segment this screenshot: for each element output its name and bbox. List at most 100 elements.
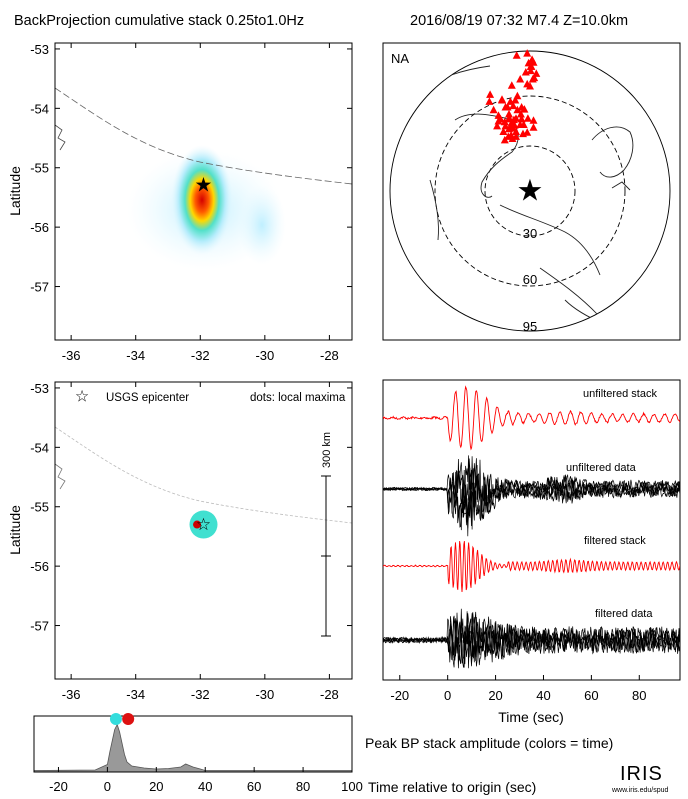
- logo-text: IRIS: [620, 763, 663, 785]
- x-tick-label: -32: [191, 687, 210, 702]
- plot-frame: [382, 42, 681, 341]
- time-marker-dot: [109, 713, 122, 725]
- y-axis-label: Latitude: [7, 505, 23, 555]
- station-triangle: [489, 105, 498, 114]
- station-triangle: [519, 120, 528, 128]
- station-triangle: [494, 111, 503, 119]
- station-markers: [485, 49, 541, 144]
- plot-frame: [54, 381, 353, 680]
- backprojection-map: -36 -34 -32 -30 -28-53-54-55-56-57 Latitude …: [7, 42, 353, 363]
- time-markers: [109, 713, 135, 725]
- station-triangle: [526, 62, 535, 70]
- x-tick-label: 80: [296, 779, 310, 794]
- station-triangle: [508, 134, 517, 142]
- plot-frame: [382, 379, 681, 681]
- local-maxima-map: -36 -34 -32 -30 -28-53-54-55-56-57 Latitude …: [7, 381, 353, 702]
- y-tick-label: -53: [30, 381, 49, 396]
- epicenter-star: ★: [195, 175, 213, 197]
- x-tick-label: 100: [341, 779, 363, 794]
- x-tick-label: 60: [247, 779, 261, 794]
- station-triangle: [486, 90, 495, 98]
- station-triangle: [507, 81, 516, 89]
- stack-trace: [383, 385, 680, 451]
- x-tick-label: -20: [390, 688, 409, 703]
- station-triangle: [505, 114, 514, 123]
- x-tick-label: 40: [536, 688, 550, 703]
- time-marker-dot: [122, 713, 135, 725]
- ring-60: [434, 95, 626, 287]
- x-tick-label: -36: [62, 348, 81, 363]
- traces: [383, 385, 680, 669]
- station-triangle: [532, 69, 541, 77]
- station-triangle: [526, 66, 535, 75]
- legend-star-icon: ☆: [75, 389, 89, 406]
- x-tick-label: -28: [320, 687, 339, 702]
- x-tick-label: -30: [255, 348, 274, 363]
- iris-logo: IRIS www.iris.edu/spud: [611, 763, 669, 794]
- station-triangle: [517, 114, 526, 123]
- x-tick-label: -34: [126, 687, 145, 702]
- x-tick-label: -20: [49, 779, 68, 794]
- energy-halo-east: [238, 185, 286, 265]
- legend-maxima: dots: local maxima: [250, 392, 346, 404]
- station-map: NA 30 60 95 ★: [382, 42, 681, 341]
- x-tick-label: -30: [255, 687, 274, 702]
- station-triangle: [498, 96, 506, 104]
- station-triangle: [523, 114, 532, 122]
- scale-bar: [321, 475, 331, 637]
- station-triangle: [500, 135, 509, 144]
- station-triangle: [493, 121, 502, 130]
- trace-label: filtered stack: [584, 535, 646, 547]
- chart-title: BackProjection cumulative stack 0.25to1.…: [14, 13, 304, 29]
- x-axis-label: Time (sec): [498, 709, 564, 725]
- plate-boundary: [55, 87, 352, 185]
- station-triangle: [494, 117, 503, 125]
- station-triangle: [529, 116, 538, 124]
- x-tick-label: -28: [320, 348, 339, 363]
- y-tick-label: -53: [30, 42, 49, 57]
- y-tick-label: -56: [30, 220, 49, 235]
- station-triangle: [501, 103, 510, 111]
- x-tick-label: -34: [126, 348, 145, 363]
- local-maximum-dot: [193, 520, 202, 529]
- x-tick-label: 40: [198, 779, 212, 794]
- y-tick-label: -54: [30, 101, 49, 116]
- x-tick-label: 80: [632, 688, 646, 703]
- x-tick-label: -36: [62, 687, 81, 702]
- station-triangle: [510, 121, 519, 129]
- x-tick-label: 0: [104, 779, 111, 794]
- stack-trace: [383, 541, 680, 593]
- station-triangle: [485, 97, 494, 105]
- station-triangle: [505, 110, 513, 118]
- energy-core: [171, 145, 233, 255]
- legend-epicenter: USGS epicenter: [106, 392, 189, 404]
- y-tick-label: -55: [30, 500, 49, 515]
- station-triangle: [529, 123, 538, 131]
- station-triangle: [499, 127, 508, 135]
- coastline: [55, 124, 66, 151]
- station-triangle: [526, 82, 534, 90]
- amplitude-area: [33, 723, 353, 773]
- axis-ticks: -36 -34 -32 -30 -28 -53 -54 -55 -56 -57: [30, 381, 352, 702]
- ring-label: 95: [523, 319, 537, 334]
- plot-frame: [33, 715, 353, 773]
- station-triangle: [505, 124, 513, 133]
- outer-ring: [389, 50, 671, 332]
- y-tick-label: -56: [30, 559, 49, 574]
- station-triangle: [512, 51, 521, 59]
- seismogram-panel: unfiltered stack unfiltered data filtere…: [382, 379, 681, 725]
- y-tick-label: -57: [30, 280, 49, 295]
- logo-url: www.iris.edu/spud: [611, 787, 669, 794]
- trace-label: unfiltered data: [566, 462, 637, 474]
- axis-ticks: -20 0 20 40 60 80 100: [49, 767, 363, 794]
- station-triangle: [513, 105, 522, 114]
- station-triangle: [523, 49, 532, 57]
- axis-ticks: -20 0 20 40 60 80: [390, 675, 647, 703]
- station-triangle: [523, 128, 532, 136]
- station-triangle: [513, 91, 522, 100]
- data-trace: [383, 611, 680, 664]
- station-triangle: [511, 96, 520, 104]
- station-triangle: [516, 110, 525, 118]
- trace-label: unfiltered stack: [583, 388, 657, 400]
